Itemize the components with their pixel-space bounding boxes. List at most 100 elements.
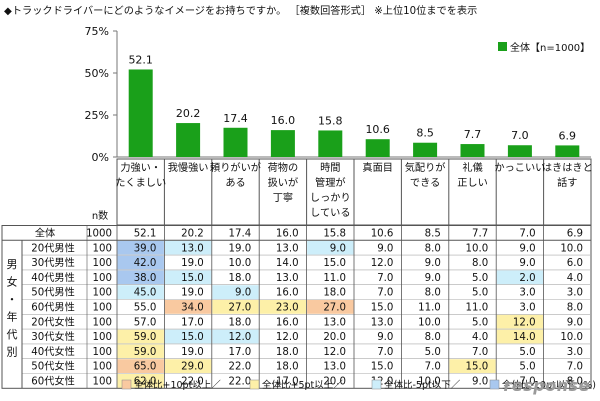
row-n-value: 100 [93,288,112,299]
highlight-cell [117,255,164,270]
bar-value-label: 7.7 [464,128,482,141]
category-label: できる [410,177,440,189]
table-cell-value: 8.0 [472,258,488,269]
table-cell-value: 17.4 [229,229,252,240]
table-cell-value: 34.0 [181,303,204,314]
row-n-value: 100 [93,258,112,269]
table-cell-value: 15.0 [181,332,204,343]
category-label: 真面目 [362,161,393,174]
table-cell-value: 8.0 [425,288,441,299]
table-cell-value: 11.0 [323,273,346,284]
table-cell-value: 9.0 [425,273,441,284]
bar [507,145,532,157]
table-cell-value: 57.0 [134,317,157,328]
category-label: 時間 [320,162,340,174]
table-cell-value: 38.0 [134,273,157,284]
table-cell-value: 18.0 [276,362,299,373]
table-border [1,225,592,389]
table-cell-value: 9.0 [235,288,251,299]
table-cell-value: 59.0 [134,332,157,343]
row-n-value: 100 [93,377,112,388]
table-cell-value: 15.0 [181,273,204,284]
table-cell-value: 7.7 [472,229,488,240]
n-column-header: n数 [92,209,108,222]
table-cell-value: 19.0 [181,288,204,299]
table-cell-value: 5.0 [472,317,488,328]
category-label: 話す [557,176,577,189]
table-cell-value: 12.0 [229,332,252,343]
table-cell-value: 9.0 [567,317,583,328]
table-cell-value: 5.0 [519,362,535,373]
table-cell-value: 6.0 [567,258,583,269]
row-n-value: 1000 [86,229,112,240]
bar [365,139,390,157]
table-cell-value: 8.0 [425,243,441,254]
row-n-value: 100 [93,332,112,343]
table-cell-value: 5.0 [425,347,441,358]
highlight-legend-swatch [121,379,132,390]
table-cell-value: 9.0 [519,243,535,254]
table-cell-value: 4.0 [472,332,488,343]
table-cell-value: 20.0 [323,332,346,343]
table-cell-value: 42.0 [134,258,157,269]
bar-value-label: 17.4 [223,112,248,125]
row-label: 20代男性 [31,241,75,254]
category-label: 扱いが [268,176,299,189]
highlight-cell [496,314,544,329]
highlight-cell [449,359,496,373]
table-cell-value: 22.0 [181,377,204,388]
table-cell-value: 27.0 [323,303,346,314]
row-label: 60代女性 [31,375,75,388]
highlight-cell [164,240,212,255]
bar-value-label: 20.2 [176,107,201,120]
highlight-cell [117,344,164,359]
table-cell-value: 19.0 [229,243,252,254]
table-cell-value: 5.0 [519,347,535,358]
table-cell-value: 8.0 [567,377,583,388]
legend-label: 全体【n=1000】 [510,41,590,54]
watermark-logo: response [503,376,590,395]
highlight-cell [164,270,212,285]
row-label: 30代男性 [31,256,75,269]
highlight-cell [259,300,307,314]
table-cell-value: 55.0 [134,303,157,314]
table-cell-value: 9.0 [377,332,393,343]
highlight-cell [212,300,259,314]
table-cell-value: 14.0 [276,258,299,269]
table-cell-value: 8.0 [425,332,441,343]
table-cell-value: 9.0 [472,377,488,388]
table-cell-value: 10.0 [560,332,583,343]
y-tick-label: 75% [85,25,109,38]
bar-value-label: 16.0 [271,114,296,127]
percent-unit-label: (%) [580,380,596,391]
highlight-cell [164,300,212,314]
group-label-char: 女 [7,275,18,289]
table-cell-value: 13.0 [276,243,299,254]
highlight-cell [117,285,164,299]
chart-title: ◆トラックドライバーにどのようなイメージをお持ちですか。 ［複数回答形式］ ※上… [4,4,477,17]
category-label: 丁寧 [273,191,293,204]
table-cell-value: 17.0 [276,377,299,388]
table-cell-value: 22.0 [229,362,252,373]
group-label-char: 年 [7,310,18,324]
table-cell-value: 12.0 [513,317,536,328]
category-label: かっこいい [494,162,545,174]
table-cell-value: 13.0 [276,273,299,284]
table-cell-value: 10.0 [418,317,441,328]
category-label: たくましい [115,177,166,189]
table-cell-value: 45.0 [134,288,157,299]
table-cell-value: 10.0 [229,258,252,269]
bar [555,145,580,157]
y-tick-label: 25% [85,109,109,122]
highlight-legend-label: 全体比-5pt以下／ [384,379,461,391]
table-cell-value: 15.0 [466,362,489,373]
row-n-value: 100 [93,347,112,358]
category-label: しっかり [310,192,351,204]
category-label: 荷物の [268,161,299,174]
table-cell-value: 18.0 [229,317,252,328]
row-label: 30代女性 [31,330,75,343]
highlight-cell [117,329,164,344]
group-label-char: ・ [7,293,18,306]
table-cell-value: 13.0 [371,317,394,328]
